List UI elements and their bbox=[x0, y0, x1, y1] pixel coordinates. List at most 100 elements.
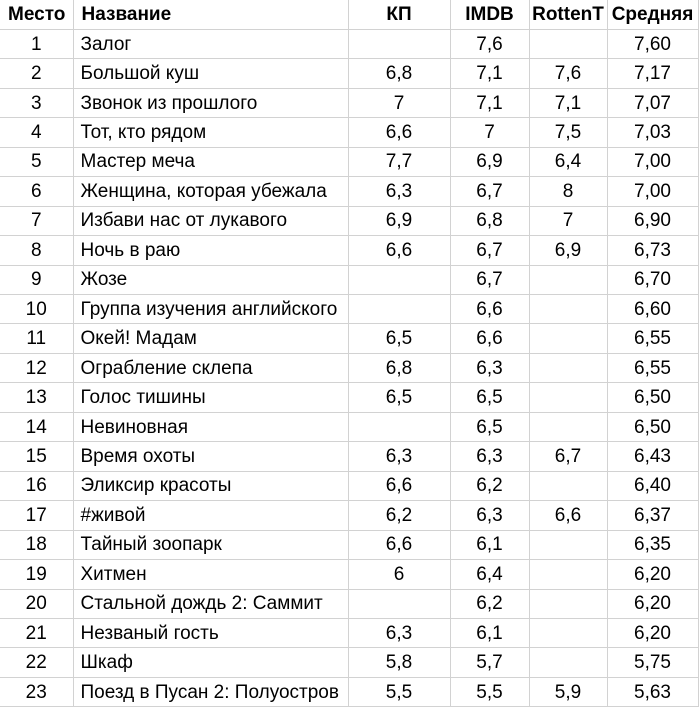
title-cell[interactable]: Избави нас от лукавого bbox=[73, 206, 349, 237]
rotten-cell[interactable] bbox=[529, 29, 608, 60]
imdb-cell[interactable]: 6,3 bbox=[450, 353, 530, 384]
imdb-cell[interactable]: 6,7 bbox=[450, 176, 530, 207]
rotten-cell[interactable]: 7 bbox=[529, 206, 608, 237]
rank-cell[interactable]: 4 bbox=[0, 117, 74, 148]
rotten-cell[interactable]: 6,4 bbox=[529, 147, 608, 178]
col-header-imdb[interactable]: IMDB bbox=[450, 0, 530, 30]
kp-cell[interactable]: 6,6 bbox=[348, 117, 451, 148]
rotten-cell[interactable] bbox=[529, 647, 608, 678]
rotten-cell[interactable]: 6,7 bbox=[529, 441, 608, 472]
rank-cell[interactable]: 17 bbox=[0, 500, 74, 531]
rotten-cell[interactable]: 6,6 bbox=[529, 500, 608, 531]
rotten-cell[interactable] bbox=[529, 294, 608, 325]
rank-cell[interactable]: 2 bbox=[0, 58, 74, 89]
rotten-cell[interactable] bbox=[529, 618, 608, 649]
rank-cell[interactable]: 13 bbox=[0, 382, 74, 413]
rank-cell[interactable]: 16 bbox=[0, 471, 74, 502]
rank-cell[interactable]: 23 bbox=[0, 677, 74, 707]
title-cell[interactable]: Незваный гость bbox=[73, 618, 349, 649]
rotten-cell[interactable]: 7,5 bbox=[529, 117, 608, 148]
kp-cell[interactable]: 6,5 bbox=[348, 382, 451, 413]
rank-cell[interactable]: 21 bbox=[0, 618, 74, 649]
title-cell[interactable]: Залог bbox=[73, 29, 349, 60]
title-cell[interactable]: Ночь в раю bbox=[73, 235, 349, 266]
avg-cell[interactable]: 6,43 bbox=[607, 441, 699, 472]
kp-cell[interactable] bbox=[348, 412, 451, 443]
title-cell[interactable]: Голос тишины bbox=[73, 382, 349, 413]
imdb-cell[interactable]: 6,8 bbox=[450, 206, 530, 237]
avg-cell[interactable]: 7,00 bbox=[607, 176, 699, 207]
avg-cell[interactable]: 6,55 bbox=[607, 353, 699, 384]
avg-cell[interactable]: 7,17 bbox=[607, 58, 699, 89]
rank-cell[interactable]: 6 bbox=[0, 176, 74, 207]
imdb-cell[interactable]: 6,6 bbox=[450, 323, 530, 354]
imdb-cell[interactable]: 6,3 bbox=[450, 441, 530, 472]
avg-cell[interactable]: 6,20 bbox=[607, 618, 699, 649]
avg-cell[interactable]: 6,73 bbox=[607, 235, 699, 266]
rotten-cell[interactable] bbox=[529, 559, 608, 590]
kp-cell[interactable]: 6,2 bbox=[348, 500, 451, 531]
rank-cell[interactable]: 3 bbox=[0, 88, 74, 119]
imdb-cell[interactable]: 6,9 bbox=[450, 147, 530, 178]
imdb-cell[interactable]: 6,7 bbox=[450, 235, 530, 266]
rotten-cell[interactable] bbox=[529, 382, 608, 413]
col-header-avg[interactable]: Средняя bbox=[607, 0, 699, 30]
imdb-cell[interactable]: 6,5 bbox=[450, 412, 530, 443]
imdb-cell[interactable]: 7 bbox=[450, 117, 530, 148]
rank-cell[interactable]: 10 bbox=[0, 294, 74, 325]
avg-cell[interactable]: 6,90 bbox=[607, 206, 699, 237]
title-cell[interactable]: Эликсир красоты bbox=[73, 471, 349, 502]
imdb-cell[interactable]: 6,5 bbox=[450, 382, 530, 413]
title-cell[interactable]: Невиновная bbox=[73, 412, 349, 443]
avg-cell[interactable]: 6,55 bbox=[607, 323, 699, 354]
kp-cell[interactable]: 6,6 bbox=[348, 471, 451, 502]
kp-cell[interactable]: 6,8 bbox=[348, 353, 451, 384]
imdb-cell[interactable]: 6,2 bbox=[450, 589, 530, 620]
imdb-cell[interactable]: 6,6 bbox=[450, 294, 530, 325]
rotten-cell[interactable]: 7,1 bbox=[529, 88, 608, 119]
avg-cell[interactable]: 6,50 bbox=[607, 382, 699, 413]
avg-cell[interactable]: 7,00 bbox=[607, 147, 699, 178]
kp-cell[interactable]: 6,5 bbox=[348, 323, 451, 354]
rank-cell[interactable]: 5 bbox=[0, 147, 74, 178]
title-cell[interactable]: Большой куш bbox=[73, 58, 349, 89]
rotten-cell[interactable]: 7,6 bbox=[529, 58, 608, 89]
rank-cell[interactable]: 1 bbox=[0, 29, 74, 60]
kp-cell[interactable] bbox=[348, 589, 451, 620]
title-cell[interactable]: Мастер меча bbox=[73, 147, 349, 178]
kp-cell[interactable]: 6,3 bbox=[348, 618, 451, 649]
avg-cell[interactable]: 5,63 bbox=[607, 677, 699, 707]
imdb-cell[interactable]: 6,7 bbox=[450, 265, 530, 296]
avg-cell[interactable]: 6,20 bbox=[607, 589, 699, 620]
kp-cell[interactable]: 6,6 bbox=[348, 235, 451, 266]
title-cell[interactable]: Женщина, которая убежала bbox=[73, 176, 349, 207]
avg-cell[interactable]: 6,70 bbox=[607, 265, 699, 296]
title-cell[interactable]: Стальной дождь 2: Саммит bbox=[73, 589, 349, 620]
rotten-cell[interactable] bbox=[529, 589, 608, 620]
imdb-cell[interactable]: 5,7 bbox=[450, 647, 530, 678]
kp-cell[interactable]: 6,3 bbox=[348, 176, 451, 207]
title-cell[interactable]: Тот, кто рядом bbox=[73, 117, 349, 148]
title-cell[interactable]: Группа изучения английского bbox=[73, 294, 349, 325]
rotten-cell[interactable]: 8 bbox=[529, 176, 608, 207]
title-cell[interactable]: Жозе bbox=[73, 265, 349, 296]
kp-cell[interactable] bbox=[348, 294, 451, 325]
avg-cell[interactable]: 7,07 bbox=[607, 88, 699, 119]
title-cell[interactable]: Звонок из прошлого bbox=[73, 88, 349, 119]
rotten-cell[interactable]: 5,9 bbox=[529, 677, 608, 707]
title-cell[interactable]: Тайный зоопарк bbox=[73, 530, 349, 561]
title-cell[interactable]: #живой bbox=[73, 500, 349, 531]
imdb-cell[interactable]: 6,1 bbox=[450, 618, 530, 649]
imdb-cell[interactable]: 7,1 bbox=[450, 58, 530, 89]
title-cell[interactable]: Хитмен bbox=[73, 559, 349, 590]
kp-cell[interactable]: 6,3 bbox=[348, 441, 451, 472]
kp-cell[interactable] bbox=[348, 265, 451, 296]
imdb-cell[interactable]: 6,3 bbox=[450, 500, 530, 531]
rank-cell[interactable]: 11 bbox=[0, 323, 74, 354]
avg-cell[interactable]: 7,60 bbox=[607, 29, 699, 60]
rotten-cell[interactable] bbox=[529, 412, 608, 443]
title-cell[interactable]: Время охоты bbox=[73, 441, 349, 472]
kp-cell[interactable] bbox=[348, 29, 451, 60]
rank-cell[interactable]: 14 bbox=[0, 412, 74, 443]
rotten-cell[interactable] bbox=[529, 323, 608, 354]
